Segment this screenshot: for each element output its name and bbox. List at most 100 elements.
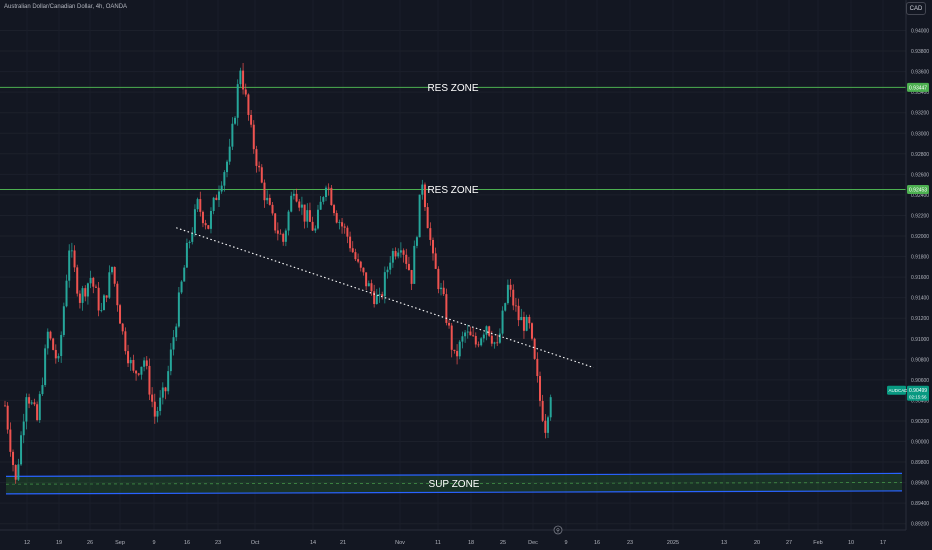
candle-body xyxy=(394,251,397,257)
candle-body xyxy=(367,283,370,287)
candle-body xyxy=(383,272,386,297)
time-tick-label: 26 xyxy=(87,540,93,546)
candles xyxy=(4,63,552,484)
price-tick-label: 0.93600 xyxy=(911,70,929,76)
time-tick-label: 21 xyxy=(340,540,346,546)
candle-body xyxy=(335,213,338,223)
candle-body xyxy=(322,197,325,202)
candle-body xyxy=(65,280,68,307)
candle-body xyxy=(76,267,79,294)
support-zone-label: SUP ZONE xyxy=(429,479,480,490)
time-tick-label: 16 xyxy=(594,540,600,546)
candle-body xyxy=(199,199,202,212)
price-tick-label: 0.89800 xyxy=(911,460,929,466)
candle-body xyxy=(239,70,242,85)
candle-body xyxy=(300,204,303,208)
candle-body xyxy=(423,184,426,208)
time-tick-label: 27 xyxy=(786,540,792,546)
candle-body xyxy=(466,331,469,333)
candle-body xyxy=(480,338,483,346)
time-tick-label: 12 xyxy=(24,540,30,546)
candle-body xyxy=(333,205,336,214)
candle-body xyxy=(405,254,408,264)
currency-button[interactable]: CAD xyxy=(906,2,926,15)
candle-body xyxy=(453,349,456,351)
price-tick-label: 0.91600 xyxy=(911,275,929,281)
candle-body xyxy=(506,284,509,304)
candle-body xyxy=(167,371,170,392)
candle-body xyxy=(482,334,485,339)
candle-body xyxy=(549,397,552,418)
candle-body xyxy=(461,336,464,342)
candle-body xyxy=(52,338,55,350)
trendline xyxy=(176,227,594,369)
candle-body xyxy=(303,204,306,222)
candle-body xyxy=(399,250,402,253)
candle-body xyxy=(201,211,204,224)
candle-body xyxy=(97,287,100,311)
price-tick-label: 0.93200 xyxy=(911,111,929,117)
candle-body xyxy=(325,187,327,198)
candle-body xyxy=(153,401,156,417)
candle-body xyxy=(81,288,84,303)
candle-body xyxy=(381,294,384,297)
price-tick-label: 0.93800 xyxy=(911,49,929,55)
price-tick-label: 0.93000 xyxy=(911,131,929,137)
candle-body xyxy=(38,394,41,421)
candle-body xyxy=(341,222,344,227)
candle-body xyxy=(418,194,421,238)
candle-body xyxy=(533,338,536,359)
candle-body xyxy=(17,464,20,480)
candle-body xyxy=(539,376,541,401)
candle-body xyxy=(378,294,381,296)
candle-body xyxy=(397,252,400,257)
candle-body xyxy=(469,331,472,336)
time-tick-label: 10 xyxy=(848,540,854,546)
candle-body xyxy=(84,288,87,297)
candle-body xyxy=(373,291,376,305)
go-to-realtime-icon[interactable]: ⚲ xyxy=(553,525,563,535)
time-tick-label: 13 xyxy=(721,540,727,546)
candle-body xyxy=(244,89,247,95)
chart-grid xyxy=(0,0,906,530)
price-tick-label: 0.89600 xyxy=(911,481,929,487)
time-tick-label: 23 xyxy=(215,540,221,546)
time-tick-label: 19 xyxy=(56,540,62,546)
candle-body xyxy=(541,400,544,421)
price-tick-label: 0.92600 xyxy=(911,172,929,178)
time-tick-label: Feb xyxy=(813,540,822,546)
candle-body xyxy=(127,351,130,364)
candle-body xyxy=(207,225,210,229)
svg-text:⚲: ⚲ xyxy=(556,528,560,534)
candle-body xyxy=(319,201,322,210)
candle-body xyxy=(415,237,418,246)
candle-body xyxy=(429,228,432,240)
candle-body xyxy=(391,251,394,263)
candle-body xyxy=(108,272,111,298)
candle-body xyxy=(410,270,413,284)
candle-body xyxy=(33,402,36,405)
candle-body xyxy=(284,230,287,242)
candle-body xyxy=(105,295,108,298)
time-tick-label: 14 xyxy=(310,540,316,546)
candle-body xyxy=(92,277,95,287)
price-tick-label: 0.91000 xyxy=(911,337,929,343)
zone-labels: SUP ZONE RES ZONE RES ZONE xyxy=(427,81,480,490)
candle-body xyxy=(290,195,293,212)
candle-body xyxy=(517,305,520,321)
candle-body xyxy=(89,277,92,284)
candle-body xyxy=(172,337,175,350)
support-zone-mid xyxy=(5,482,903,485)
candle-body xyxy=(437,268,440,290)
candle-body xyxy=(44,348,47,386)
bar-countdown: 02:15:56 xyxy=(909,395,927,400)
candle-body xyxy=(448,322,451,326)
time-tick-label: 2025 xyxy=(667,540,679,546)
time-tick-label: Sep xyxy=(115,540,125,546)
price-tick-label: 0.91200 xyxy=(911,316,929,322)
time-tick-label: 9 xyxy=(564,540,567,546)
candle-body xyxy=(68,250,71,281)
candle-body xyxy=(434,253,437,269)
candle-body xyxy=(70,250,73,252)
